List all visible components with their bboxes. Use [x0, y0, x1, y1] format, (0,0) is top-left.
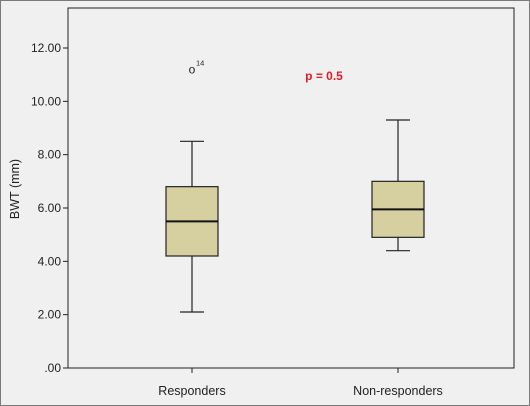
plot-area-border: [67, 7, 515, 369]
box-responders: o 14: [165, 58, 219, 313]
outlier-label: 14: [196, 58, 204, 67]
y-tick-label: 4.00: [38, 254, 62, 268]
y-tick-label: .00: [44, 361, 61, 375]
y-tick-label: 8.00: [38, 148, 62, 162]
x-axis: Responders Non-responders: [158, 368, 443, 398]
box-non-responders: [371, 119, 425, 252]
outlier-marker: o: [189, 62, 196, 76]
boxes: o 14: [165, 58, 425, 313]
x-category-label: Responders: [158, 384, 225, 398]
y-tick-label: 10.00: [31, 94, 61, 108]
y-tick-label: 6.00: [38, 201, 62, 215]
y-axis-title: BWT (mm): [8, 159, 22, 219]
y-tick-label: 2.00: [38, 308, 62, 322]
y-tick-label: 12.00: [31, 41, 61, 55]
x-category-label: Non-responders: [353, 384, 443, 398]
y-axis: .00 2.00 4.00 6.00 8.00 10.00 12.00: [31, 7, 515, 375]
p-value-annotation: p = 0.5: [305, 69, 343, 83]
